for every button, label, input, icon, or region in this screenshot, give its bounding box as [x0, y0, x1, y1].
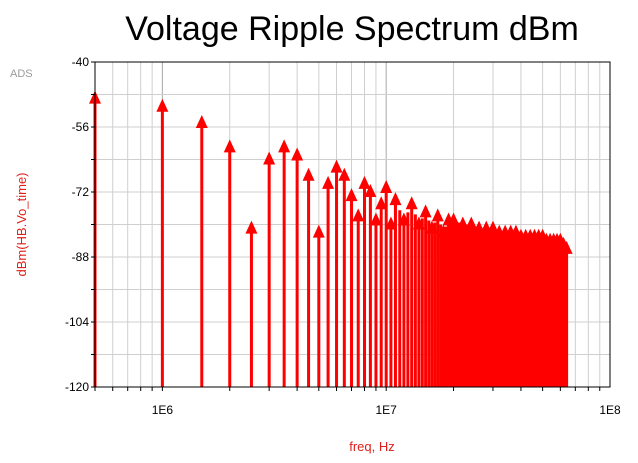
x-tick-label: 1E6: [152, 403, 174, 417]
stem-series: [89, 90, 573, 387]
y-tick-label: -56: [72, 120, 90, 134]
stem-marker: [431, 208, 444, 222]
stem-marker: [389, 192, 402, 206]
stem-marker: [375, 196, 388, 210]
ads-watermark: ADS: [10, 68, 33, 80]
stem-marker: [195, 114, 208, 128]
stem-marker: [352, 208, 365, 222]
stem-marker: [330, 159, 343, 173]
stem-marker: [369, 212, 382, 226]
stem-marker: [345, 188, 358, 202]
stem-marker: [302, 167, 315, 181]
stem-marker: [419, 204, 432, 218]
stem-marker: [312, 224, 325, 238]
stem-marker: [278, 139, 291, 153]
stem-marker: [245, 220, 258, 234]
stem-marker: [156, 98, 169, 112]
y-tick-label: -72: [72, 185, 90, 199]
stem-marker: [358, 175, 371, 189]
y-tick-label: -88: [72, 250, 90, 264]
y-axis-label: dBm(HB.Vo_time): [14, 172, 29, 276]
stem-marker: [405, 196, 418, 210]
stem-marker: [364, 184, 377, 197]
x-tick-label: 1E7: [376, 403, 398, 417]
stem-marker: [223, 139, 236, 153]
y-tick-labels: -40 -56 -72 -88 -104 -120: [65, 55, 95, 394]
y-tick-label: -104: [65, 315, 89, 329]
stem-marker: [263, 151, 276, 165]
x-tick-label: 1E8: [599, 403, 621, 417]
chart-title: Voltage Ripple Spectrum dBm: [125, 10, 579, 48]
x-tick-labels: 1E6 1E7 1E8: [94, 387, 621, 417]
y-tick-label: -40: [72, 55, 90, 69]
stem-marker: [384, 216, 397, 230]
stem-marker: [322, 175, 335, 189]
y-tick-label: -120: [65, 380, 89, 394]
stem-marker: [291, 147, 304, 161]
x-axis-label: freq, Hz: [349, 439, 395, 454]
stem-marker: [380, 179, 393, 193]
stem-marker: [338, 167, 351, 181]
